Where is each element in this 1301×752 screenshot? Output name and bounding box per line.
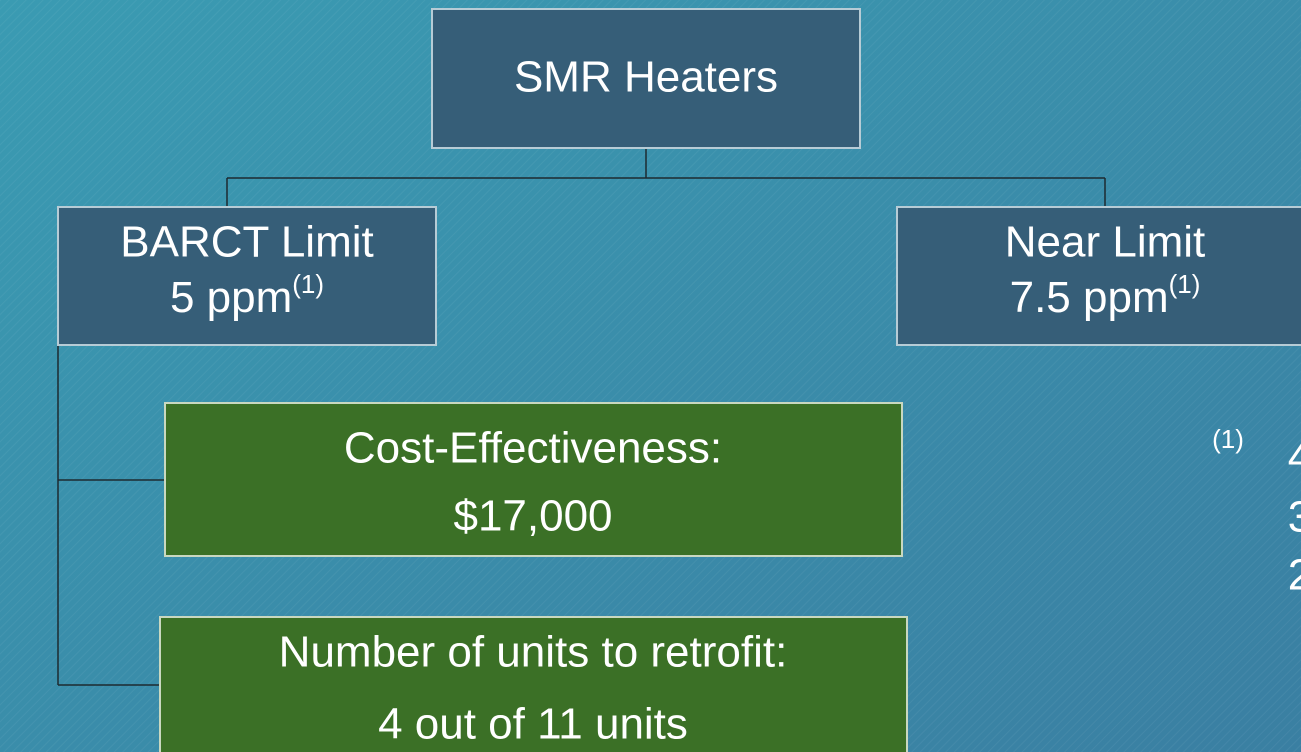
node-label: SMR Heaters [514,53,778,102]
footnote-line: 2 [1288,551,1301,600]
node-label: Near Limit [1005,218,1206,267]
node-box [164,402,903,557]
node-value: 7.5 ppm(1) [1010,269,1201,322]
value: 5 ppm [170,273,292,322]
footnote-line: 3 [1288,493,1301,542]
node-line: 4 out of 11 units [378,700,688,749]
value: 7.5 ppm [1010,273,1169,322]
connector [226,148,1106,207]
node-label: BARCT Limit [120,218,373,267]
footnote-marker: (1) [1212,424,1244,454]
node-box [431,8,861,149]
note: (1) [1169,269,1201,299]
node-line: Cost-Effectiveness: [344,424,722,473]
note: (1) [292,269,324,299]
footnote-line: 4 [1288,433,1301,482]
node-line: $17,000 [453,492,612,541]
node-line: Number of units to retrofit: [279,628,788,677]
node-box [159,616,908,752]
node-value: 5 ppm(1) [170,269,324,322]
connector [57,345,165,686]
node-box [896,206,1301,346]
node-box [57,206,437,346]
